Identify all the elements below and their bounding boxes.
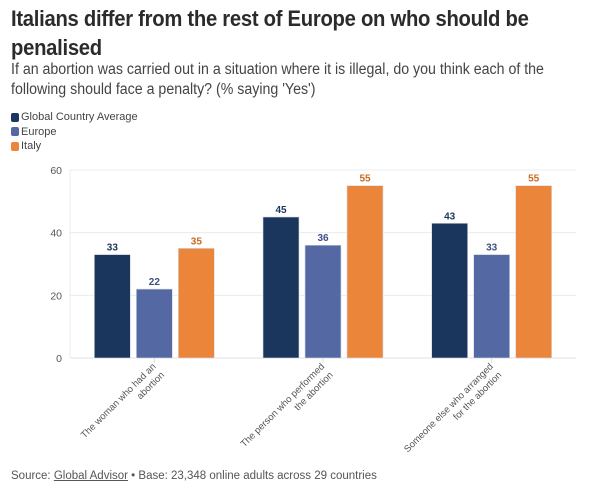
base-note: • Base: 23,348 online adults across 29 c… bbox=[127, 470, 377, 482]
x-category-label-line: Someone else who arranged bbox=[402, 361, 496, 455]
bar bbox=[304, 244, 342, 359]
legend-item-europe[interactable]: Europe bbox=[11, 125, 138, 140]
legend-swatch-europe bbox=[11, 127, 19, 137]
bar bbox=[346, 185, 384, 359]
bar bbox=[178, 248, 215, 359]
footer: Source: Global Advisor • Base: 23,348 on… bbox=[11, 470, 377, 482]
data-label: 45 bbox=[275, 205, 287, 216]
data-label: 55 bbox=[359, 174, 371, 185]
legend: Global Country Average Europe Italy bbox=[11, 110, 138, 154]
y-tick-label: 40 bbox=[50, 228, 62, 240]
data-label: 22 bbox=[149, 277, 161, 288]
bars bbox=[94, 185, 552, 359]
legend-label-global: Global Country Average bbox=[21, 111, 138, 123]
x-category-label-line: The person who performed bbox=[239, 361, 327, 449]
y-tick-label: 0 bbox=[56, 353, 62, 365]
legend-label-europe: Europe bbox=[21, 125, 57, 138]
bar bbox=[136, 288, 173, 359]
legend-item-global[interactable]: Global Country Average bbox=[11, 110, 138, 125]
legend-swatch-italy bbox=[11, 141, 19, 151]
bar bbox=[94, 254, 131, 359]
chart-title: Italians differ from the rest of Europe … bbox=[11, 6, 529, 60]
legend-item-italy[interactable]: Italy bbox=[11, 139, 138, 154]
data-label: 33 bbox=[486, 243, 498, 254]
bar bbox=[431, 222, 468, 359]
source-prefix: Source: bbox=[11, 470, 54, 482]
bar bbox=[515, 185, 552, 359]
data-label: 33 bbox=[107, 243, 119, 254]
bar bbox=[473, 254, 510, 359]
bar bbox=[262, 216, 300, 359]
y-tick-label: 60 bbox=[50, 165, 62, 177]
legend-swatch-global bbox=[11, 112, 19, 122]
value-labels: 33 22 35 45 36 55 43 33 55 bbox=[107, 174, 540, 288]
chart-subtitle: If an abortion was carried out in a situ… bbox=[11, 61, 544, 98]
data-label: 43 bbox=[444, 211, 456, 222]
source-link[interactable]: Global Advisor bbox=[53, 470, 128, 482]
legend-label-italy: Italy bbox=[21, 140, 42, 152]
x-category-label-line: The woman who had an bbox=[79, 361, 158, 440]
data-label: 55 bbox=[528, 174, 540, 185]
data-label: 35 bbox=[191, 236, 203, 247]
y-tick-label: 20 bbox=[50, 290, 62, 302]
y-axis: 0 20 40 60 bbox=[50, 165, 71, 365]
data-label: 36 bbox=[317, 233, 329, 244]
